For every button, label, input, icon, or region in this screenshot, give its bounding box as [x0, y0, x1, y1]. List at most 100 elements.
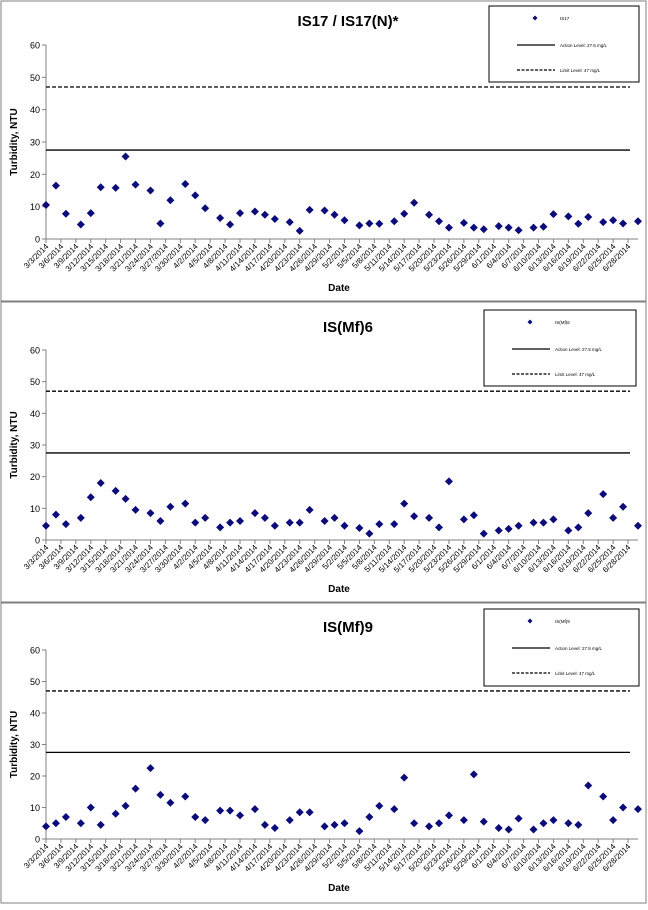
y-axis-label: Turbidity, NTU: [9, 711, 20, 778]
y-tick-label: 50: [30, 677, 40, 687]
data-point: [76, 819, 85, 828]
y-tick-label: 0: [35, 835, 40, 845]
chart-panel-2: IS(Mf)601020304050603/3/20143/6/20143/9/…: [0, 301, 647, 603]
legend-entry: IS(Mf)6: [555, 320, 570, 325]
y-tick-label: 30: [30, 740, 40, 750]
data-point: [549, 515, 558, 524]
data-point: [410, 198, 419, 207]
y-tick-label: 0: [35, 235, 40, 245]
data-point: [609, 816, 618, 825]
data-point: [514, 814, 523, 823]
data-point: [216, 523, 225, 532]
y-tick-label: 20: [30, 772, 40, 782]
data-point: [425, 822, 434, 831]
data-point: [226, 518, 235, 527]
data-point: [435, 523, 444, 532]
data-point: [355, 523, 364, 532]
data-point: [459, 515, 468, 524]
y-tick-label: 0: [35, 536, 40, 546]
data-point: [181, 499, 190, 508]
data-point: [574, 820, 583, 829]
chart-panel-1: IS17 / IS17(N)*01020304050603/3/20143/6/…: [0, 0, 647, 302]
data-point: [76, 513, 85, 522]
data-point: [634, 805, 642, 814]
data-point: [619, 803, 628, 812]
data-point: [270, 521, 279, 530]
data-point: [250, 805, 259, 814]
data-point: [270, 214, 279, 223]
data-point: [400, 773, 409, 782]
data-point: [479, 817, 488, 826]
legend-marker: [527, 618, 533, 624]
data-point: [564, 819, 573, 828]
data-point: [285, 816, 294, 825]
y-tick-label: 60: [30, 41, 40, 51]
data-point: [86, 803, 95, 812]
data-point: [236, 517, 245, 525]
data-point: [51, 510, 60, 519]
data-point: [166, 502, 175, 511]
data-point: [539, 222, 548, 231]
data-point: [365, 529, 374, 538]
data-point: [166, 196, 175, 205]
chart-title: IS17 / IS17(N)*: [298, 13, 399, 30]
data-point: [375, 520, 384, 529]
legend-entry: Limit Level: 47 mg/L: [560, 68, 601, 73]
data-point: [146, 764, 155, 773]
data-point: [390, 805, 399, 814]
data-point: [479, 225, 488, 234]
legend-marker: [527, 319, 533, 325]
data-point: [375, 219, 384, 228]
data-point: [111, 486, 120, 495]
y-tick-label: 40: [30, 709, 40, 719]
data-point: [61, 812, 70, 821]
data-point: [86, 209, 95, 218]
chart-title: IS(Mf)6: [323, 319, 373, 336]
data-point: [549, 816, 558, 825]
data-point: [201, 204, 210, 213]
data-point: [619, 502, 628, 511]
data-point: [96, 183, 105, 192]
data-point: [201, 513, 210, 522]
data-point: [250, 509, 259, 518]
data-point: [459, 218, 468, 227]
data-point: [121, 152, 130, 161]
y-tick-label: 30: [30, 441, 40, 451]
data-point: [504, 825, 513, 834]
legend-entry: Limit Level: 47 mg/L: [555, 671, 596, 676]
legend-box: [483, 309, 637, 387]
y-tick-label: 60: [30, 346, 40, 356]
data-point: [191, 191, 200, 200]
data-point: [76, 220, 85, 229]
legend-entry: IS17: [560, 16, 570, 21]
y-tick-label: 50: [30, 73, 40, 83]
data-point: [61, 209, 70, 218]
data-point: [96, 479, 105, 487]
chart-panel-3: IS(Mf)901020304050603/3/20143/6/20143/9/…: [0, 602, 647, 904]
data-point: [51, 181, 60, 190]
data-point: [131, 784, 140, 793]
data-point: [634, 521, 642, 530]
data-point: [285, 518, 294, 527]
data-point: [564, 526, 573, 535]
data-point: [305, 808, 314, 817]
data-point: [250, 207, 259, 216]
data-point: [469, 223, 478, 232]
legend-box: [483, 608, 640, 687]
data-point: [400, 499, 409, 508]
data-point: [539, 819, 548, 828]
data-point: [330, 210, 339, 219]
data-point: [86, 493, 95, 502]
data-point: [216, 806, 225, 815]
y-tick-label: 40: [30, 105, 40, 115]
data-point: [529, 825, 538, 834]
data-point: [634, 217, 642, 226]
data-point: [619, 219, 628, 228]
data-point: [400, 209, 409, 218]
y-tick-label: 10: [30, 202, 40, 212]
data-point: [131, 180, 140, 189]
data-point: [42, 521, 50, 530]
data-point: [514, 521, 523, 530]
data-point: [295, 226, 304, 235]
